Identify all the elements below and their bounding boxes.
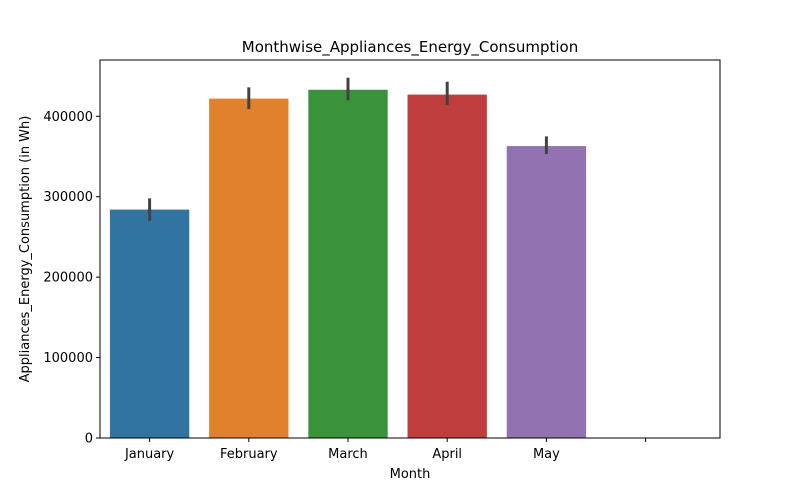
axes-layer: 0 100000 200000 300000 400000 January February…: [43, 59, 721, 462]
y-tick-label: 100000: [43, 351, 93, 366]
bar-january: [109, 209, 190, 438]
error-bars-layer: [148, 77, 548, 221]
y-axis-label: Appliances_Energy_Consumption (in Wh): [18, 116, 33, 383]
bar-february: [209, 98, 289, 438]
x-tick-label: February: [220, 447, 278, 462]
bar-may: [506, 146, 587, 438]
y-tick-label: 0: [85, 432, 93, 447]
x-tick-label: January: [124, 447, 175, 462]
x-axis-label: Month: [390, 467, 431, 482]
bar-april: [407, 94, 487, 438]
x-tick-label: March: [328, 447, 368, 462]
y-tick-label: 400000: [43, 110, 93, 125]
x-tick-label: April: [432, 447, 462, 462]
x-tick-label: May: [533, 447, 560, 462]
chart-title: Monthwise_Appliances_Energy_Consumption: [242, 38, 578, 57]
bars-layer: [109, 89, 587, 438]
plot-frame: [99, 59, 721, 439]
bar-march: [308, 89, 388, 438]
y-tick-label: 200000: [43, 271, 93, 286]
y-tick-label: 300000: [43, 190, 93, 205]
